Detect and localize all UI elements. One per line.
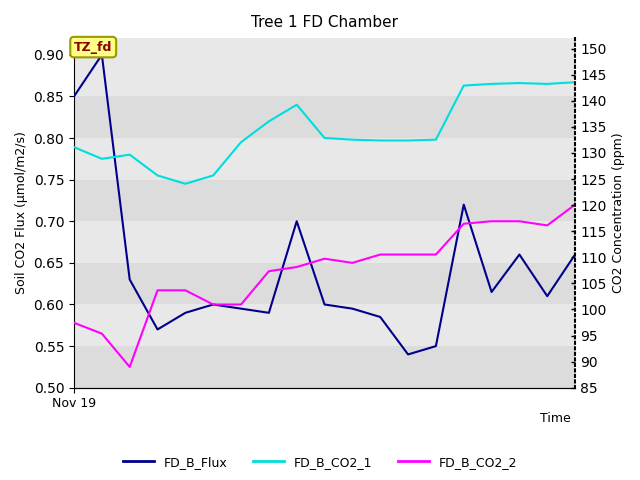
FD_B_CO2_1 <box>265 119 273 124</box>
Bar <box>74 55 575 96</box>
FD_B_CO2_1 <box>349 137 356 143</box>
FD_B_CO2_1 <box>404 138 412 144</box>
FD_B_CO2_1 <box>126 152 134 157</box>
FD_B_CO2_1 <box>376 138 384 144</box>
FD_B_Flux <box>237 306 245 312</box>
FD_B_Flux <box>321 301 328 307</box>
FD_B_CO2_1 <box>516 80 524 86</box>
FD_B_Flux <box>265 310 273 316</box>
FD_B_CO2_1 <box>572 79 579 85</box>
FD_B_Flux <box>404 351 412 357</box>
Line: FD_B_CO2_1: FD_B_CO2_1 <box>74 82 575 184</box>
FD_B_Flux <box>182 310 189 316</box>
FD_B_CO2_1 <box>488 81 495 87</box>
FD_B_CO2_2 <box>376 252 384 257</box>
FD_B_CO2_1 <box>237 139 245 145</box>
FD_B_CO2_1 <box>321 135 328 141</box>
FD_B_CO2_1 <box>432 137 440 143</box>
FD_B_CO2_1 <box>98 156 106 162</box>
FD_B_Flux <box>98 52 106 58</box>
Bar <box>74 138 575 180</box>
FD_B_Flux <box>349 306 356 312</box>
Line: FD_B_CO2_2: FD_B_CO2_2 <box>74 204 575 367</box>
FD_B_CO2_2 <box>460 221 468 227</box>
FD_B_Flux <box>488 289 495 295</box>
X-axis label: Time: Time <box>540 412 570 425</box>
FD_B_Flux <box>209 301 217 307</box>
FD_B_CO2_1 <box>70 144 78 150</box>
Bar <box>74 304 575 346</box>
FD_B_CO2_1 <box>182 181 189 187</box>
Bar <box>74 346 575 388</box>
Bar <box>74 263 575 304</box>
Line: FD_B_Flux: FD_B_Flux <box>74 55 575 354</box>
Bar <box>74 96 575 138</box>
Legend: FD_B_Flux, FD_B_CO2_1, FD_B_CO2_2: FD_B_Flux, FD_B_CO2_1, FD_B_CO2_2 <box>118 451 522 474</box>
FD_B_CO2_2 <box>488 218 495 224</box>
FD_B_CO2_2 <box>265 268 273 274</box>
FD_B_CO2_2 <box>70 320 78 325</box>
FD_B_Flux <box>70 94 78 99</box>
Bar <box>74 180 575 221</box>
FD_B_CO2_2 <box>543 223 551 228</box>
Text: TZ_fd: TZ_fd <box>74 41 113 54</box>
FD_B_CO2_1 <box>154 173 161 179</box>
Y-axis label: Soil CO2 Flux (μmol/m2/s): Soil CO2 Flux (μmol/m2/s) <box>15 132 28 294</box>
FD_B_CO2_1 <box>543 81 551 87</box>
FD_B_CO2_2 <box>98 331 106 336</box>
FD_B_CO2_2 <box>404 252 412 257</box>
FD_B_CO2_1 <box>209 173 217 179</box>
FD_B_CO2_2 <box>432 252 440 257</box>
FD_B_Flux <box>572 252 579 257</box>
FD_B_Flux <box>543 293 551 299</box>
Title: Tree 1 FD Chamber: Tree 1 FD Chamber <box>251 15 398 30</box>
FD_B_Flux <box>126 276 134 282</box>
FD_B_CO2_2 <box>572 202 579 207</box>
FD_B_Flux <box>376 314 384 320</box>
FD_B_CO2_2 <box>154 288 161 293</box>
FD_B_CO2_2 <box>349 260 356 266</box>
FD_B_CO2_2 <box>126 364 134 370</box>
FD_B_Flux <box>293 218 301 224</box>
FD_B_CO2_2 <box>182 288 189 293</box>
FD_B_CO2_2 <box>321 256 328 262</box>
FD_B_CO2_2 <box>516 218 524 224</box>
FD_B_Flux <box>460 202 468 207</box>
FD_B_Flux <box>516 252 524 257</box>
FD_B_CO2_1 <box>460 83 468 88</box>
FD_B_CO2_2 <box>293 264 301 270</box>
Y-axis label: CO2 Concentration (ppm): CO2 Concentration (ppm) <box>612 132 625 293</box>
FD_B_CO2_1 <box>293 102 301 108</box>
FD_B_CO2_2 <box>209 301 217 307</box>
FD_B_CO2_2 <box>237 301 245 307</box>
FD_B_Flux <box>154 326 161 332</box>
Bar <box>74 221 575 263</box>
FD_B_Flux <box>432 343 440 349</box>
